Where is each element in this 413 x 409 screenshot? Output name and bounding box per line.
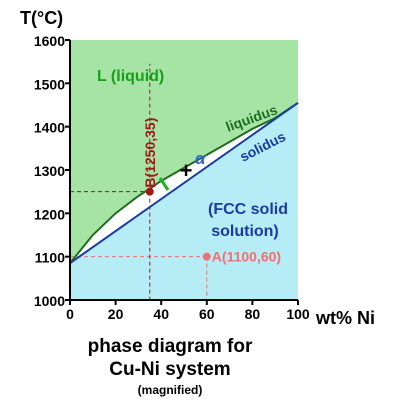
y-axis-title: T(°C) <box>20 8 63 28</box>
caption-line-3: (magnified) <box>137 383 203 397</box>
y-tick-label: 1100 <box>35 250 66 266</box>
x-tick-label: 40 <box>153 306 169 322</box>
x-tick-label: 60 <box>199 306 215 322</box>
y-tick-label: 1600 <box>34 33 65 49</box>
y-tick-label: 1200 <box>34 206 65 222</box>
x-axis-title: wt% Ni <box>315 308 375 328</box>
solidus-line <box>69 102 299 264</box>
point-b-label: B(1250,35) <box>142 118 158 188</box>
x-tick-label: 100 <box>286 306 310 322</box>
liquid-region-label: L (liquid) <box>97 68 164 85</box>
fcc-label-line-1: (FCC solid <box>208 201 288 218</box>
y-tick-label: 1000 <box>34 293 65 309</box>
y-tick-label: 1500 <box>34 76 65 92</box>
fcc-label-line-2: solution) <box>211 223 279 240</box>
alpha-label: α <box>195 149 207 168</box>
point-a-marker <box>202 252 211 261</box>
axes: 1000 1100 1200 1300 1400 1500 1600 0 20 40 60 80 100… <box>20 8 375 328</box>
tie-line-marker <box>158 177 170 191</box>
x-tick-label: 0 <box>66 306 74 322</box>
point-a-label: A(1100,60) <box>212 249 281 265</box>
point-b-marker <box>145 187 154 196</box>
reference-lines <box>70 63 208 300</box>
y-tick-label: 1400 <box>34 120 65 136</box>
x-tick-label: 20 <box>108 306 124 322</box>
phase-boundaries <box>69 102 299 264</box>
state-points: B(1250,35) A(1100,60) <box>142 118 281 265</box>
caption-line-1: phase diagram for <box>87 336 253 357</box>
solid-region <box>70 102 298 300</box>
caption-line-2: Cu-Ni system <box>109 359 231 380</box>
liquidus-line <box>69 102 299 264</box>
x-tick-label: 80 <box>245 306 261 322</box>
y-tick-label: 1300 <box>34 163 65 179</box>
plus-marker: + <box>180 158 193 183</box>
